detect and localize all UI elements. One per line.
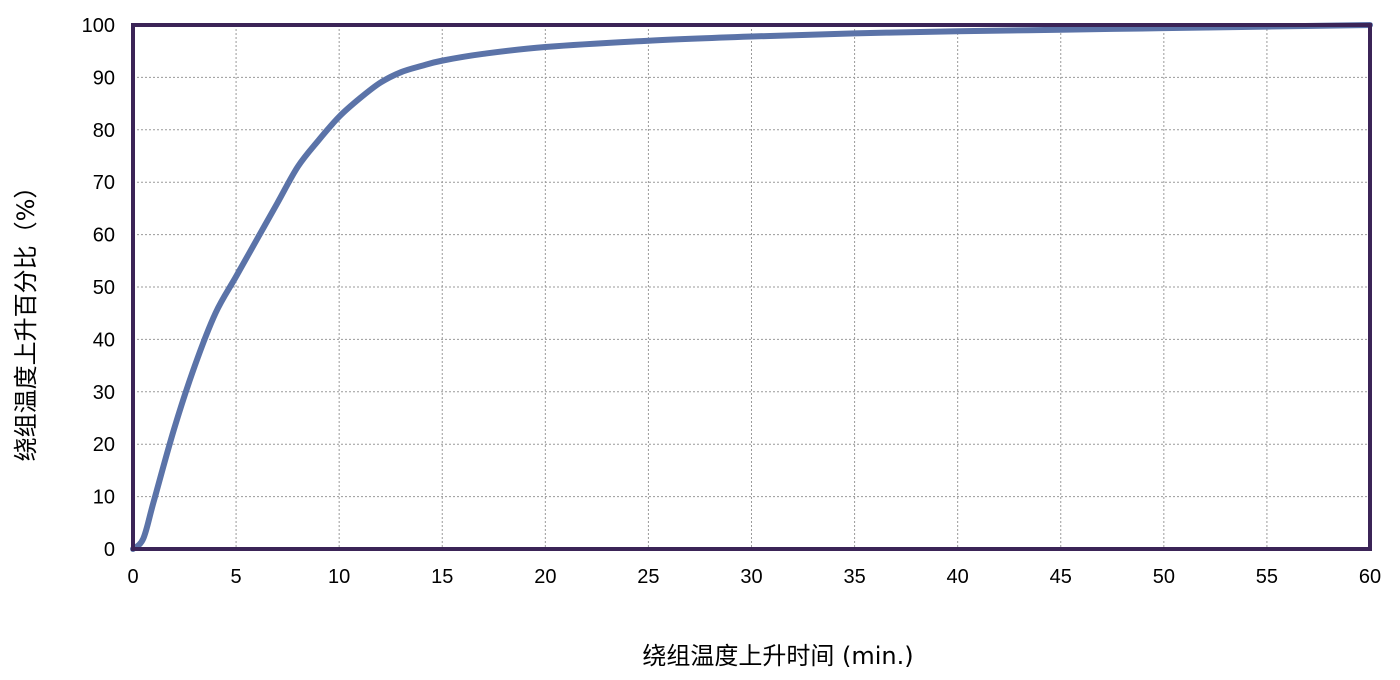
x-tick-label: 30: [740, 566, 762, 588]
y-tick-label: 10: [93, 487, 115, 509]
y-tick-label: 0: [104, 539, 115, 561]
series-line: [130, 22, 1373, 552]
x-tick-label: 5: [231, 566, 242, 588]
y-tick-label: 30: [93, 382, 115, 404]
y-tick-label: 100: [82, 15, 115, 37]
y-axis-ticks: 0 10 20 30 40 50 60 70 80 90 100: [82, 15, 115, 561]
x-tick-label: 40: [947, 566, 969, 588]
x-axis-ticks: 0 5 10 15 20 25 30 35 40 45 50 55 60: [127, 566, 1381, 588]
grid: [133, 25, 1370, 549]
x-tick-label: 10: [328, 566, 350, 588]
y-tick-label: 60: [93, 225, 115, 247]
series-layer: [130, 22, 1373, 552]
x-tick-label: 55: [1256, 566, 1278, 588]
y-tick-label: 80: [93, 120, 115, 142]
x-tick-label: 35: [843, 566, 865, 588]
y-tick-label: 20: [93, 434, 115, 456]
y-tick-label: 90: [93, 67, 115, 89]
y-tick-label: 40: [93, 329, 115, 351]
x-axis-title: 绕组温度上升时间 (min.): [642, 642, 913, 670]
x-tick-label: 0: [127, 566, 138, 588]
x-tick-label: 45: [1050, 566, 1072, 588]
y-axis-title: 绕组温度上升百分比（%）: [12, 175, 40, 462]
x-tick-label: 20: [534, 566, 556, 588]
x-tick-label: 60: [1359, 566, 1381, 588]
x-tick-label: 15: [431, 566, 453, 588]
y-tick-label: 70: [93, 172, 115, 194]
y-tick-label: 50: [93, 277, 115, 299]
x-tick-label: 50: [1153, 566, 1175, 588]
x-tick-label: 25: [637, 566, 659, 588]
plot-frame: [131, 23, 1372, 551]
